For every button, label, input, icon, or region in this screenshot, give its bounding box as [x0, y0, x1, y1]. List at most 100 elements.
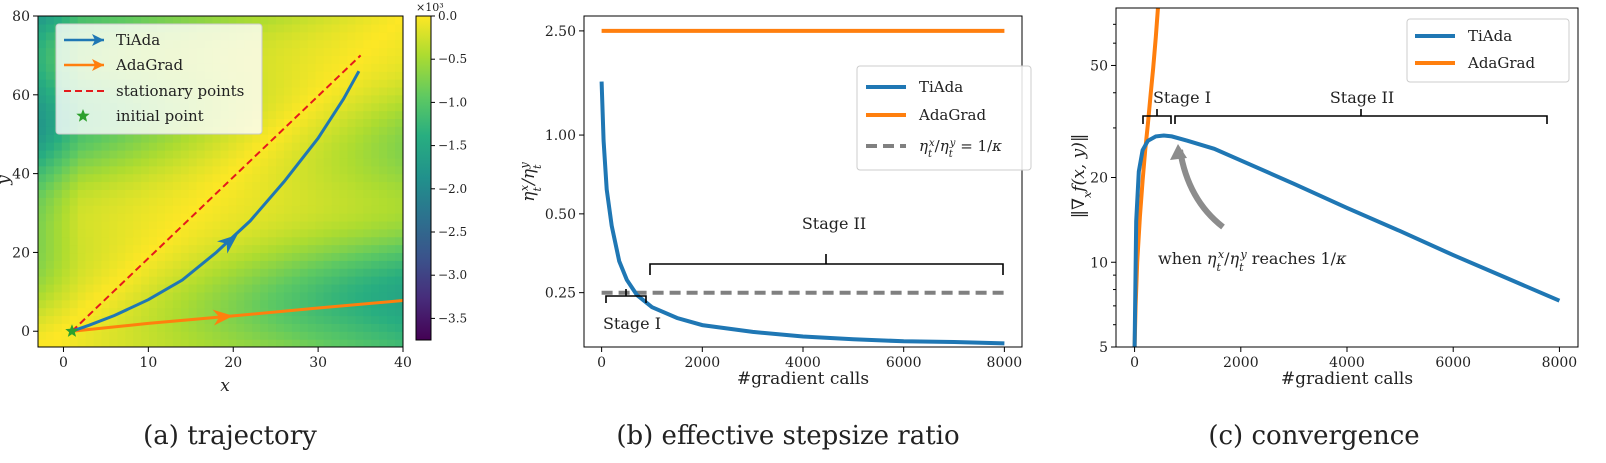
heatmap-cell — [117, 339, 126, 347]
legend-adagrad-label: AdaGrad — [1467, 54, 1535, 72]
heatmap-cell — [53, 220, 63, 230]
heatmap-cell — [164, 16, 174, 25]
heatmap-cell — [220, 173, 230, 183]
heatmap-cell — [212, 142, 222, 151]
heatmap-cell — [220, 323, 230, 332]
heatmap-cell — [315, 126, 325, 135]
heatmap-cell — [85, 16, 95, 25]
heatmap-cell — [331, 283, 341, 293]
heatmap-cell — [268, 276, 277, 285]
heatmap-cell — [220, 260, 230, 269]
heatmap-cell — [212, 276, 222, 285]
heatmap-cell — [276, 236, 285, 246]
heatmap-cell — [149, 16, 158, 25]
heatmap-cell — [252, 165, 261, 175]
heatmap-cell — [172, 134, 182, 143]
heatmap-cell — [379, 252, 388, 261]
heatmap-cell — [101, 197, 111, 206]
heatmap-cell — [276, 47, 285, 56]
heatmap-cell — [133, 268, 142, 277]
heatmap-cell — [307, 118, 317, 127]
heatmap-cell — [45, 118, 55, 127]
heatmap-cell — [61, 213, 71, 222]
heatmap-cell — [260, 47, 269, 56]
heatmap-cell — [125, 291, 134, 301]
heatmap-cell — [141, 331, 150, 340]
heatmap-cell — [379, 236, 388, 246]
heatmap-cell — [323, 181, 333, 190]
heatmap-cell — [379, 268, 388, 277]
heatmap-cell — [212, 260, 222, 269]
heatmap-cell — [268, 331, 277, 340]
heatmap-cell — [252, 244, 261, 254]
heatmap-cell — [315, 236, 325, 246]
heatmap-cell — [53, 331, 63, 340]
heatmap-cell — [164, 252, 174, 261]
heatmap-cell — [268, 157, 277, 167]
heatmap-cell — [93, 142, 103, 151]
heatmap-cell — [339, 291, 349, 301]
heatmap-cell — [252, 323, 261, 332]
heatmap-cell — [379, 307, 388, 317]
heatmap-cell — [323, 283, 333, 293]
y-axis-label: y — [0, 175, 14, 186]
heatmap-cell — [323, 149, 333, 159]
heatmap-cell — [38, 260, 47, 269]
heatmap-cell — [157, 291, 166, 301]
heatmap-cell — [212, 181, 222, 190]
heatmap-cell — [77, 142, 87, 151]
heatmap-cell — [283, 189, 293, 198]
heatmap-cell — [196, 157, 206, 167]
heatmap-cell — [244, 181, 253, 190]
heatmap-cell — [101, 165, 111, 175]
heatmap-cell — [299, 323, 309, 332]
heatmap-cell — [172, 142, 182, 151]
heatmap-cell — [228, 165, 237, 175]
heatmap-cell — [307, 63, 317, 72]
heatmap-cell — [85, 213, 95, 222]
heatmap-cell — [371, 236, 380, 246]
heatmap-cell — [355, 102, 364, 112]
heatmap-cell — [339, 220, 349, 230]
heatmap-cell — [180, 323, 190, 332]
heatmap-cell — [379, 31, 388, 41]
heatmap-cell — [101, 173, 111, 183]
heatmap-cell — [395, 228, 403, 238]
heatmap-cell — [260, 165, 269, 175]
heatmap-cell — [101, 16, 111, 25]
heatmap-cell — [291, 110, 301, 120]
heatmap-cell — [149, 323, 158, 332]
heatmap-cell — [157, 213, 166, 222]
heatmap-cell — [299, 102, 309, 112]
heatmap-cell — [363, 71, 372, 80]
heatmap-cell — [299, 339, 309, 347]
heatmap-cell — [252, 268, 261, 277]
heatmap-cell — [196, 205, 206, 214]
y-tick-label: 40 — [12, 167, 30, 183]
heatmap-cell — [387, 165, 396, 175]
heatmap-cell — [395, 94, 403, 104]
heatmap-cell — [331, 307, 341, 317]
heatmap-cell — [196, 197, 206, 206]
heatmap-cell — [77, 276, 87, 285]
heatmap-cell — [371, 213, 380, 222]
heatmap-cell — [212, 283, 222, 293]
heatmap-cell — [244, 276, 253, 285]
heatmap-cell — [45, 252, 55, 261]
heatmap-cell — [61, 260, 71, 269]
heatmap-cell — [379, 23, 388, 33]
y-tick-label: 1.00 — [545, 128, 576, 144]
heatmap-cell — [347, 157, 356, 167]
heatmap-cell — [212, 323, 222, 332]
heatmap-cell — [387, 142, 396, 151]
heatmap-cell — [38, 197, 47, 206]
heatmap-cell — [117, 173, 126, 183]
heatmap-cell — [69, 197, 79, 206]
heatmap-cell — [93, 260, 103, 269]
heatmap-cell — [307, 47, 317, 56]
heatmap-cell — [315, 86, 325, 96]
heatmap-cell — [339, 283, 349, 293]
heatmap-cell — [93, 197, 103, 206]
heatmap-cell — [315, 213, 325, 222]
